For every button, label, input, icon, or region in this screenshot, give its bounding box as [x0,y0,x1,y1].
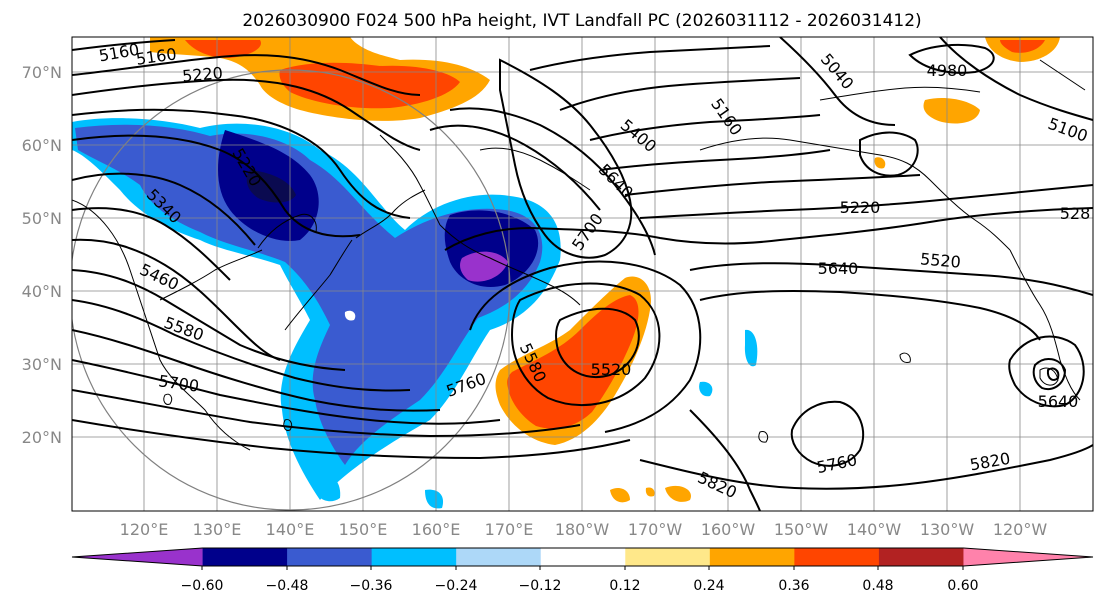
lon-label: 120°E [120,520,169,539]
height-contours [72,37,1093,511]
contour-label: 5220 [840,198,881,217]
lon-label: 170°W [628,520,683,539]
contour-label: 5520 [591,360,632,379]
colorbar-extend-max [963,548,1093,566]
contour-label: 5640 [1038,392,1079,411]
colorbar-cell [540,548,626,566]
colorbar: −0.60 −0.48 −0.36 −0.24 −0.12 0.12 0.24 … [71,547,1094,594]
colorbar-cell [287,548,373,566]
contour-label: 528 [1060,204,1091,223]
colorbar-extend-min [72,548,203,566]
lon-label: 160°W [701,520,756,539]
graticule [72,37,1093,511]
lat-label: 50°N [22,209,62,228]
lon-label: 160°E [412,520,461,539]
colorbar-tick-label: 0.24 [693,578,724,594]
contour-label: 5640 [818,259,859,278]
map-panel: 5160 5160 5220 5040 4980 5160 5400 5100 … [72,37,1093,511]
colorbar-tick-label: −0.12 [519,578,562,594]
colorbar-tick-label: −0.48 [266,578,309,594]
lon-label: 150°E [339,520,388,539]
colorbar-tick-label: −0.24 [435,578,478,594]
colorbar-ticks [201,566,964,570]
colorbar-cell [456,548,542,566]
coastlines [72,59,1086,451]
contour-label: 5220 [181,63,223,85]
colorbar-cell [371,548,457,566]
lon-label: 140°W [847,520,902,539]
colorbar-cell [202,548,288,566]
colorbar-cells [71,547,1094,567]
lat-label: 30°N [22,355,62,374]
lon-label: 120°W [993,520,1048,539]
colorbar-tick-label: −0.60 [181,578,224,594]
colorbar-cell [709,548,795,566]
map-frame [71,36,1094,512]
contour-label: 4980 [927,61,968,80]
map-title: 2026030900 F024 500 hPa height, IVT Land… [242,11,921,31]
colorbar-tick-label: 0.12 [609,578,640,594]
colorbar-cell [878,548,964,566]
lat-label: 40°N [22,282,62,301]
colorbar-tick-label: 0.36 [778,578,809,594]
lon-label: 170°E [485,520,534,539]
colorbar-tick-label: −0.36 [350,578,393,594]
colorbar-outline [71,547,1094,567]
longitude-labels: 120°E 130°E 140°E 150°E 160°E 170°E 180°… [120,520,1048,539]
lon-label: 150°W [774,520,829,539]
lon-label: 130°E [193,520,242,539]
lon-label: 130°W [920,520,975,539]
colorbar-cell [794,548,880,566]
colorbar-tick-label: 0.48 [862,578,893,594]
contour-label: 5520 [919,249,961,271]
latitude-labels: 70°N 60°N 50°N 40°N 30°N 20°N [22,63,62,447]
lat-label: 20°N [22,428,62,447]
lat-label: 60°N [22,136,62,155]
colorbar-tick-label: 0.60 [947,578,978,594]
lon-label: 180°W [555,520,610,539]
lat-label: 70°N [22,63,62,82]
lon-label: 140°E [266,520,315,539]
colorbar-cell [625,548,711,566]
